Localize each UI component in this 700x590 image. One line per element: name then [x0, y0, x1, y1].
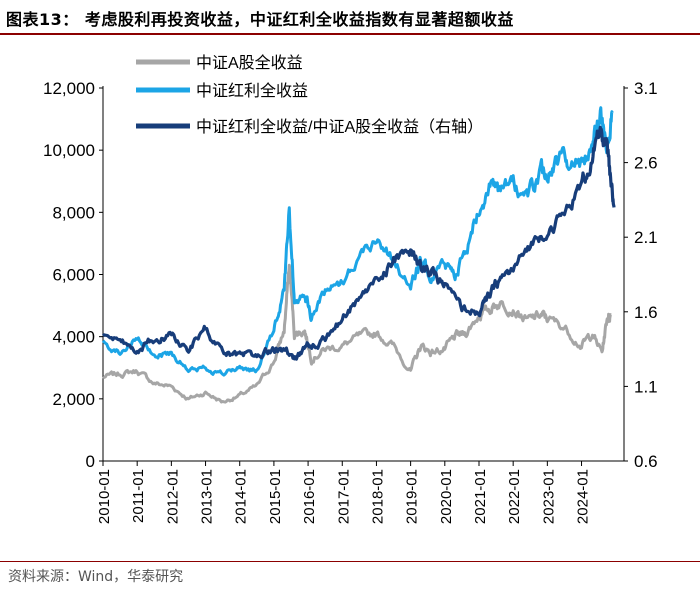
title-rule: [0, 33, 700, 35]
x-tick-label: 2012-01: [164, 469, 181, 524]
y-right-tick-label: 2.6: [634, 154, 658, 173]
x-tick-label: 2019-01: [404, 469, 421, 524]
y-left-tick-label: 6,000: [52, 266, 95, 285]
series-line: [101, 125, 616, 361]
y-left-tick-label: 0: [86, 452, 95, 471]
x-tick-label: 2015-01: [267, 469, 284, 524]
x-tick-label: 2018-01: [369, 469, 386, 524]
footer-rule: [0, 561, 700, 562]
y-right-tick-label: 1.1: [634, 377, 658, 396]
y-left-tick-label: 12,000: [43, 79, 95, 98]
legend-label: 中证A股全收益: [196, 54, 303, 72]
y-left-tick-label: 4,000: [52, 328, 95, 347]
y-right-tick-label: 2.1: [634, 228, 658, 247]
chart: 0 2,000 4,000 6,000 8,000 10,000 12,000 0.6 1.1 1…: [43, 54, 658, 524]
x-tick-label: 2024-01: [575, 469, 592, 524]
x-tick-label: 2013-01: [199, 469, 216, 524]
legend-label: 中证红利全收益/中证A股全收益（右轴）: [196, 118, 483, 136]
y-left-tick-label: 10,000: [43, 141, 95, 160]
y-left-tick-label: 8,000: [52, 203, 95, 222]
x-tick-label: 2016-01: [301, 469, 318, 524]
y-right-tick-label: 0.6: [634, 452, 658, 471]
source-note: 资料来源：Wind，华泰研究: [8, 569, 184, 585]
legend-label: 中证红利全收益: [196, 82, 308, 100]
series-lines: [101, 106, 616, 404]
series-line: [102, 263, 612, 404]
x-tick-label: 2021-01: [472, 469, 489, 524]
y-right-tick-label: 1.6: [634, 303, 658, 322]
x-tick-label: 2017-01: [335, 469, 352, 524]
y-left-tick-label: 2,000: [52, 390, 95, 409]
x-tick-label: 2023-01: [540, 469, 557, 524]
x-tick-label: 2014-01: [233, 469, 250, 524]
axes: 0 2,000 4,000 6,000 8,000 10,000 12,000 0.6 1.1 1…: [43, 79, 658, 524]
x-tick-label: 2010-01: [96, 469, 113, 524]
y-right-tick-label: 3.1: [634, 79, 658, 98]
x-tick-label: 2020-01: [438, 469, 455, 524]
x-tick-label: 2011-01: [130, 469, 147, 523]
figure-title: 图表13： 考虑股利再投资收益，中证红利全收益指数有显著超额收益: [6, 10, 514, 29]
x-tick-label: 2022-01: [506, 469, 523, 524]
